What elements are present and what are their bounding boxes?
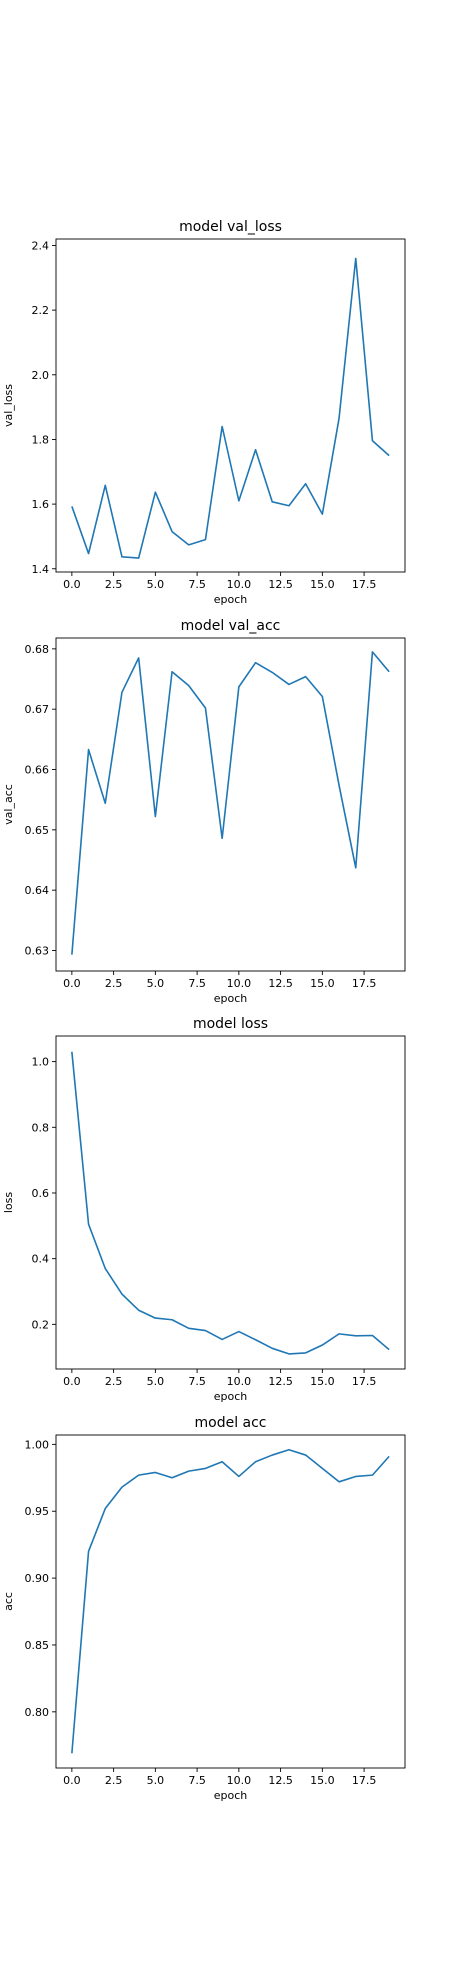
chart-title: model acc xyxy=(194,1415,266,1431)
y-tick-label: 0.68 xyxy=(25,643,50,656)
chart-title: model val_acc xyxy=(181,618,281,634)
x-tick-label: 0.0 xyxy=(63,1774,81,1787)
y-tick-label: 0.95 xyxy=(25,1505,50,1518)
x-tick-label: 17.5 xyxy=(352,578,377,591)
series-line xyxy=(71,257,390,559)
x-tick-label: 10.0 xyxy=(227,1774,252,1787)
y-tick-label: 0.80 xyxy=(25,1706,50,1719)
y-axis-label: val_loss xyxy=(2,384,15,427)
x-tick-label: 10.0 xyxy=(227,1375,252,1388)
x-tick-label: 17.5 xyxy=(352,1375,377,1388)
x-tick-label: 2.5 xyxy=(105,977,123,990)
y-tick-label: 0.64 xyxy=(25,884,50,897)
y-axis-label: loss xyxy=(2,1192,15,1214)
series-line xyxy=(71,651,390,955)
y-axis-label: acc xyxy=(2,1592,15,1611)
x-tick-label: 15.0 xyxy=(310,1375,335,1388)
x-tick-label: 7.5 xyxy=(188,1375,206,1388)
x-axis-label: epoch xyxy=(214,992,248,1005)
x-axis-label: epoch xyxy=(214,1789,248,1802)
y-tick-label: 1.00 xyxy=(25,1438,50,1451)
y-tick-label: 2.2 xyxy=(32,304,50,317)
x-tick-label: 2.5 xyxy=(105,578,123,591)
series-line xyxy=(71,1051,390,1355)
y-tick-label: 1.0 xyxy=(32,1056,50,1069)
y-tick-label: 0.90 xyxy=(25,1572,50,1585)
x-tick-label: 7.5 xyxy=(188,1774,206,1787)
x-tick-label: 15.0 xyxy=(310,1774,335,1787)
y-tick-label: 2.4 xyxy=(32,239,50,252)
x-tick-label: 0.0 xyxy=(63,977,81,990)
x-tick-label: 15.0 xyxy=(310,578,335,591)
y-tick-label: 0.66 xyxy=(25,764,50,777)
x-axis-label: epoch xyxy=(214,593,248,606)
x-tick-label: 17.5 xyxy=(352,1774,377,1787)
y-tick-label: 0.65 xyxy=(25,824,50,837)
y-tick-label: 0.8 xyxy=(32,1121,50,1134)
x-axis-label: epoch xyxy=(214,1390,248,1403)
y-tick-label: 0.85 xyxy=(25,1639,50,1652)
y-tick-label: 1.4 xyxy=(32,563,50,576)
x-tick-label: 7.5 xyxy=(188,977,206,990)
y-tick-label: 0.4 xyxy=(32,1253,50,1266)
chart-title: model val_loss xyxy=(179,219,282,235)
y-tick-label: 0.63 xyxy=(25,944,50,957)
y-tick-label: 1.6 xyxy=(32,498,50,511)
x-tick-label: 5.0 xyxy=(147,578,165,591)
plot-frame xyxy=(55,1434,406,1769)
x-tick-label: 0.0 xyxy=(63,1375,81,1388)
y-tick-label: 0.6 xyxy=(32,1187,50,1200)
x-tick-label: 17.5 xyxy=(352,977,377,990)
y-tick-label: 1.8 xyxy=(32,433,50,446)
y-tick-label: 0.67 xyxy=(25,703,50,716)
y-tick-label: 2.0 xyxy=(32,369,50,382)
x-tick-label: 12.5 xyxy=(268,578,293,591)
series-line xyxy=(71,1448,390,1754)
x-tick-label: 10.0 xyxy=(227,578,252,591)
x-tick-label: 5.0 xyxy=(147,1774,165,1787)
x-tick-label: 2.5 xyxy=(105,1774,123,1787)
x-tick-label: 12.5 xyxy=(268,977,293,990)
y-axis-label: val_acc xyxy=(2,784,15,825)
plot-frame xyxy=(55,637,406,972)
x-tick-label: 5.0 xyxy=(147,977,165,990)
x-tick-label: 2.5 xyxy=(105,1375,123,1388)
plot-frame xyxy=(55,238,406,573)
x-tick-label: 5.0 xyxy=(147,1375,165,1388)
x-tick-label: 12.5 xyxy=(268,1774,293,1787)
x-tick-label: 12.5 xyxy=(268,1375,293,1388)
chart-title: model loss xyxy=(193,1016,268,1032)
x-tick-label: 15.0 xyxy=(310,977,335,990)
y-tick-label: 0.2 xyxy=(32,1318,50,1331)
x-tick-label: 10.0 xyxy=(227,977,252,990)
x-tick-label: 0.0 xyxy=(63,578,81,591)
x-tick-label: 7.5 xyxy=(188,578,206,591)
plot-frame xyxy=(55,1035,406,1370)
chart-1: model val_loss 0.0 2.5 5.0 7.5 10.0 12.5 15.0 17… xyxy=(2,219,406,606)
chart-3: model loss 0.0 2.5 5.0 7.5 10.0 12.5 15.0 17.5 0.… xyxy=(2,1016,406,1403)
chart-4: model acc 0.0 2.5 5.0 7.5 10.0 12.5 15.0 17.5 0.8… xyxy=(2,1415,406,1802)
chart-2: model val_acc 0.0 2.5 5.0 7.5 10.0 12.5 15.0 17.… xyxy=(2,618,406,1005)
